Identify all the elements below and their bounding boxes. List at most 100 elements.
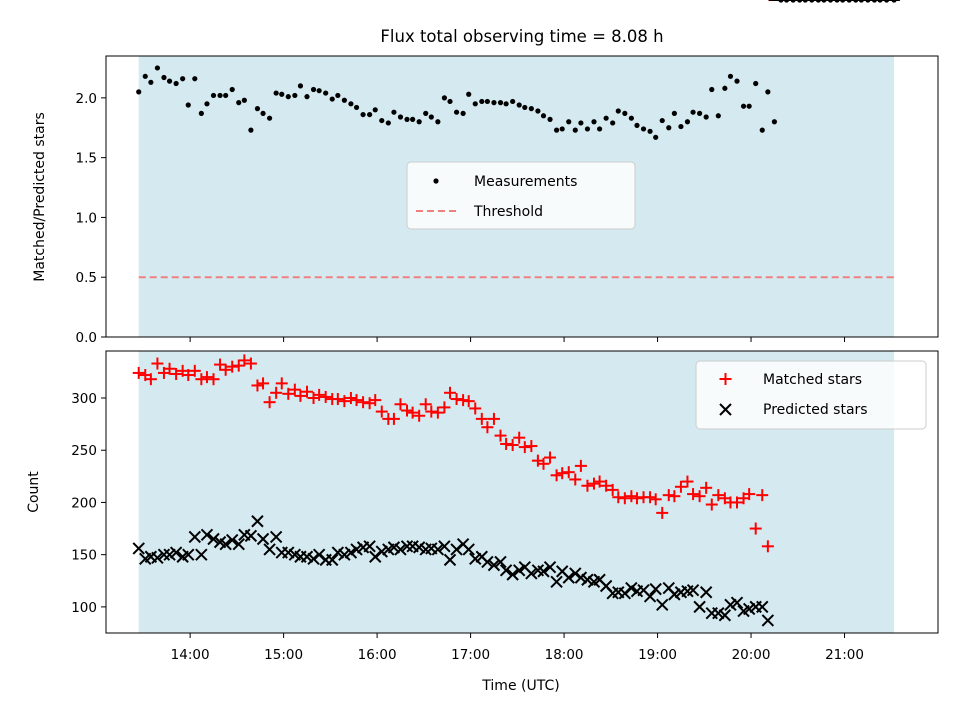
matched-star-point <box>170 367 183 380</box>
predicted-star-stroke-b <box>481 555 494 569</box>
predicted-star-point <box>363 540 376 553</box>
measurement-point <box>367 111 373 118</box>
measurement-point <box>185 102 191 108</box>
measurement-point <box>666 125 672 131</box>
measurement-point <box>740 103 747 109</box>
matched-star-point <box>219 363 232 376</box>
matched-star-point <box>182 369 195 382</box>
matched-star-point <box>500 437 513 450</box>
predicted-star-stroke-b <box>699 586 713 599</box>
measurement-point <box>416 119 422 125</box>
measurement-point <box>510 98 516 105</box>
matched-star-point <box>288 383 301 396</box>
measurement-point <box>428 114 434 120</box>
predicted-star-point <box>686 583 700 597</box>
predicted-star-point <box>225 533 239 547</box>
matched-star-point <box>444 386 457 399</box>
measurement-point <box>535 108 541 114</box>
measurement-point <box>690 109 696 115</box>
measurement-point <box>372 107 378 113</box>
ratio-y-axis-label: Matched/Predicted stars <box>32 112 48 282</box>
predicted-star-point <box>550 575 563 589</box>
matched-star-point <box>413 409 426 422</box>
predicted-star-stroke-b <box>132 542 145 555</box>
legend-measurements-marker <box>433 178 439 184</box>
predicted-star-stroke-b <box>425 542 438 555</box>
measurement-point <box>709 86 715 93</box>
ratio-y-axis-ticks: 0.0 0.5 1.0 1.5 2.0 <box>76 91 106 346</box>
matched-star-point <box>731 496 744 509</box>
predicted-star-stroke-b <box>612 586 625 599</box>
measurement-point <box>765 89 771 95</box>
measurement-point <box>360 111 366 118</box>
count-panel-frame <box>105 350 939 634</box>
predicted-star-stroke-b <box>256 532 270 546</box>
measurement-point <box>540 113 547 119</box>
predicted-star-point <box>269 530 283 544</box>
matched-star-point <box>195 373 208 386</box>
measurement-point <box>553 127 560 133</box>
measurement-point <box>335 92 341 99</box>
measurement-point <box>634 122 640 128</box>
y-tick-label: 0.0 <box>76 330 97 346</box>
y-tick-label: 0.5 <box>76 270 97 286</box>
predicted-star-stroke-b <box>387 541 401 554</box>
measurement-point <box>154 65 161 71</box>
predicted-star-stroke-b <box>543 560 557 574</box>
measurement-point <box>671 110 677 116</box>
matched-star-point <box>506 439 519 451</box>
measurement-point <box>329 96 335 102</box>
measurement-point <box>466 91 472 97</box>
measurement-point <box>435 119 441 125</box>
predicted-star-stroke-b <box>151 551 164 565</box>
measurement-point <box>353 104 360 111</box>
matched-star-point <box>705 498 718 511</box>
predicted-star-stroke-b <box>269 530 283 544</box>
measurement-point <box>310 86 317 93</box>
matched-star-point <box>600 479 613 492</box>
predicted-star-point <box>182 548 195 561</box>
predicted-star-stroke-b <box>312 548 326 561</box>
predicted-star-point <box>195 548 208 561</box>
measurement-point <box>746 103 752 109</box>
ratio-legend: Measurements Threshold <box>406 161 636 230</box>
measurement-point <box>379 117 385 124</box>
measurement-point <box>491 100 497 106</box>
predicted-star-stroke-b <box>282 546 295 559</box>
matched-star-point <box>681 475 694 488</box>
measurement-point <box>622 110 628 116</box>
predicted-star-stroke-b <box>625 581 638 595</box>
matched-star-point <box>544 451 557 464</box>
measurement-point <box>210 92 217 99</box>
measurement-point <box>503 101 509 107</box>
predicted-star-point <box>438 540 451 553</box>
predicted-star-stroke-b <box>195 548 208 561</box>
predicted-star-stroke-b <box>518 560 532 574</box>
predicted-star-point <box>232 538 245 551</box>
measurement-point <box>753 80 759 87</box>
matched-star-point <box>525 440 538 453</box>
count-y-axis-ticks: 100 150 200 250 300 <box>71 391 106 616</box>
matched-star-point <box>238 354 251 367</box>
x-tick-label: 19:00 <box>638 647 677 663</box>
matched-star-point <box>612 491 625 504</box>
measurement-point <box>703 114 709 120</box>
matched-star-point <box>369 394 382 407</box>
measurement-point <box>236 100 242 106</box>
predicted-star-stroke-b <box>693 600 706 614</box>
x-axis-label: Time (UTC) <box>481 678 559 694</box>
measurement-point <box>292 92 298 99</box>
predicted-star-point <box>656 598 669 612</box>
x-tick-label: 20:00 <box>732 647 771 663</box>
predicted-star-point <box>718 609 732 622</box>
predicted-star-point <box>537 565 550 578</box>
predicted-star-point <box>400 540 414 553</box>
measurement-point <box>684 119 691 125</box>
predicted-star-stroke-b <box>443 553 457 567</box>
predicted-star-stroke-b <box>643 590 657 603</box>
predicted-star-point <box>151 551 164 565</box>
predicted-star-stroke-b <box>182 548 195 561</box>
measurement-point <box>254 106 261 112</box>
measurement-point <box>423 110 429 116</box>
matched-star-point <box>693 490 706 503</box>
